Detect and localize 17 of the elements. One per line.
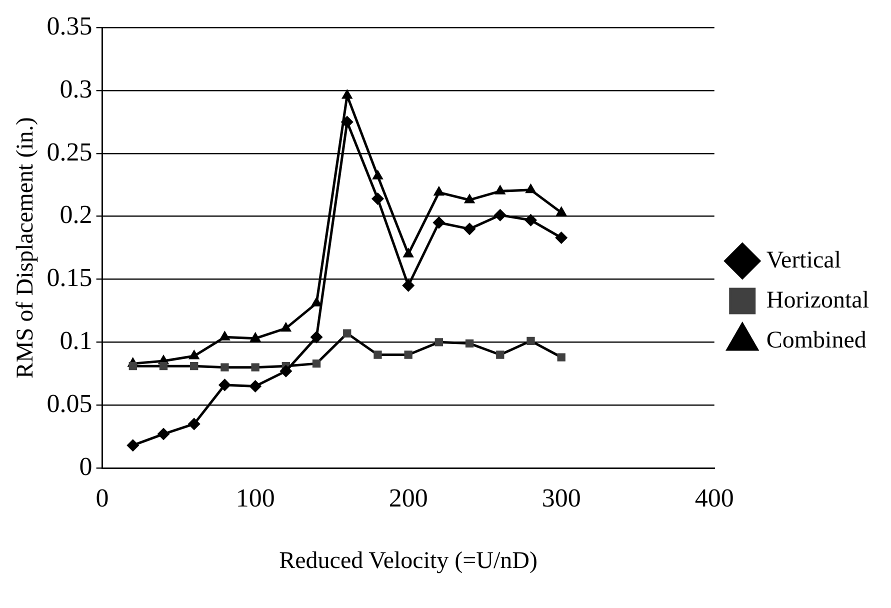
y-tick-label: 0.2: [60, 200, 92, 230]
x-tick-label: 400: [694, 483, 734, 512]
y-tick-label: 0: [79, 452, 92, 481]
y-tick-label: 0.3: [60, 74, 92, 104]
x-axis-title: Reduced Velocity (=U/nD): [279, 548, 538, 574]
y-axis-title: RMS of Displacement (in.): [12, 117, 39, 378]
legend-label: Vertical: [766, 247, 842, 274]
y-tick-label: 0.15: [46, 263, 92, 292]
y-tick-label: 0.25: [46, 137, 92, 166]
x-tick-label: 200: [388, 483, 428, 512]
y-tick-label: 0.1: [60, 326, 92, 355]
legend-label: Combined: [766, 327, 866, 354]
legend-label: Horizontal: [766, 287, 870, 314]
y-tick-label: 0.35: [46, 11, 92, 40]
x-tick-label: 300: [542, 483, 581, 512]
x-tick-label: 100: [236, 483, 275, 512]
y-tick-label: 0.05: [46, 388, 92, 418]
